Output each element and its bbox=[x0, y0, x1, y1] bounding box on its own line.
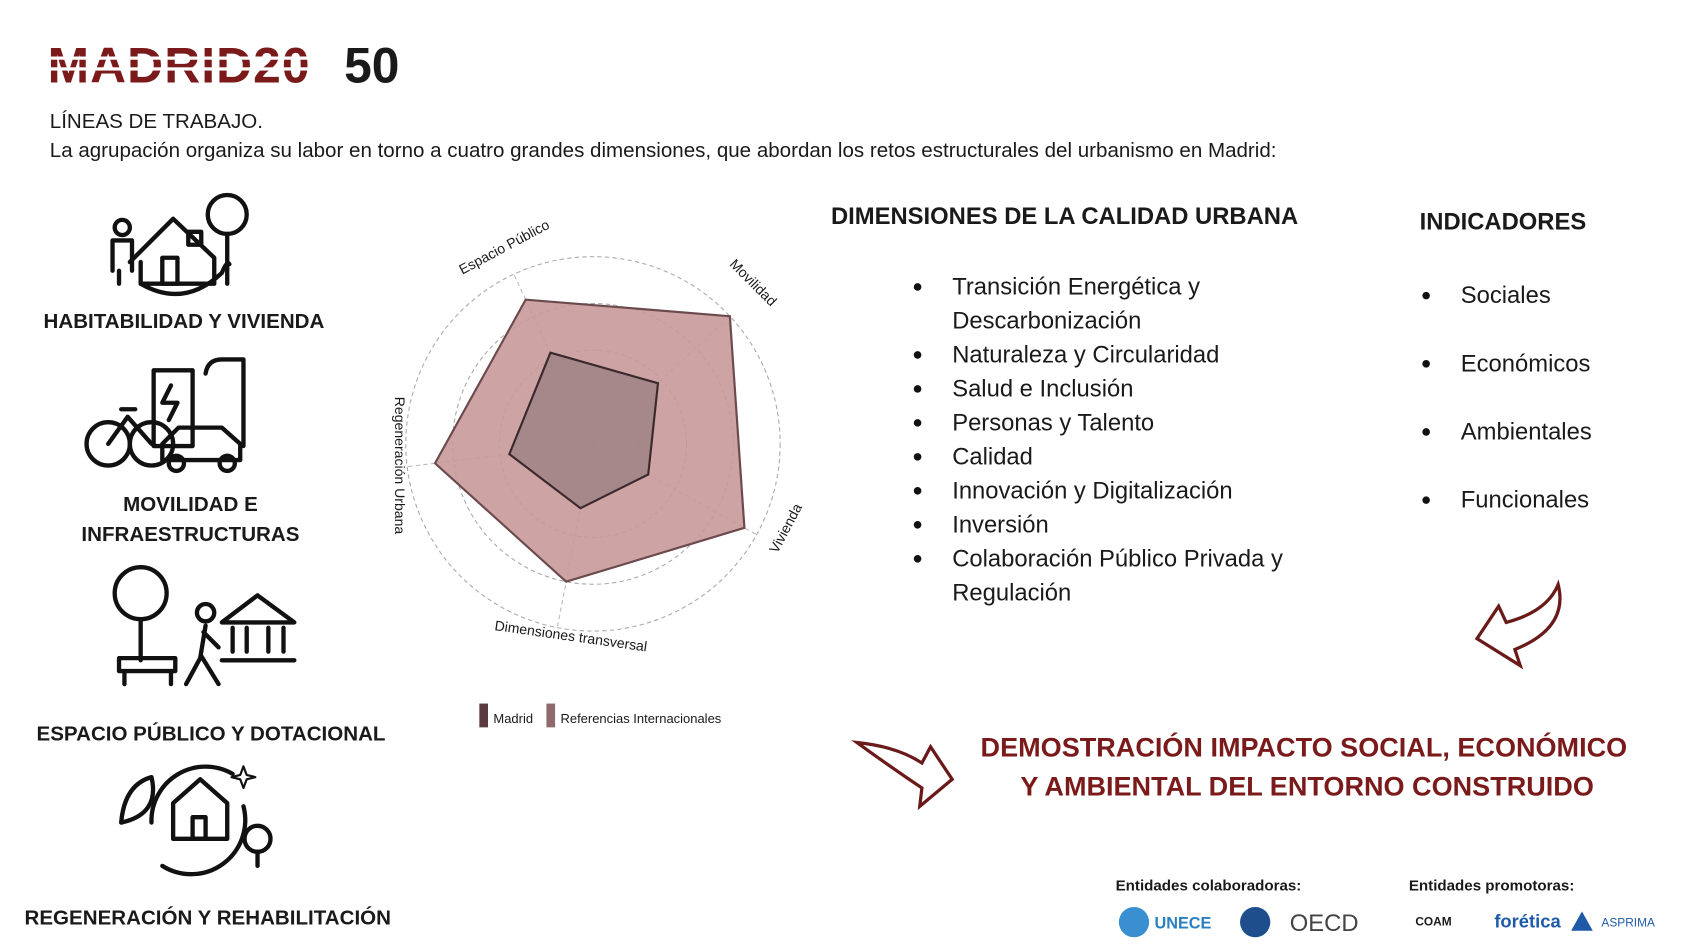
bullet bbox=[1422, 360, 1430, 368]
icon-public-space bbox=[112, 565, 297, 687]
dimension-item: Calidad bbox=[952, 443, 1033, 470]
bullet bbox=[913, 487, 922, 495]
grid-ring bbox=[405, 256, 781, 632]
bullet bbox=[913, 521, 922, 529]
dimension-item: Colaboración Público Privada y bbox=[952, 545, 1283, 572]
logo-stripe bbox=[43, 56, 347, 60]
arrow bbox=[1474, 579, 1562, 670]
bullet bbox=[1422, 496, 1430, 504]
radar-chart: Espacio Público Movilidad Vivienda Dimensio… bbox=[392, 216, 805, 654]
conclusion: DEMOSTRACIÓN IMPACTO SOCIAL, ECONÓMICO bbox=[981, 732, 1628, 763]
legend-swatch bbox=[546, 703, 556, 728]
dimension-item: Descarbonización bbox=[952, 308, 1141, 335]
bullet bbox=[913, 554, 922, 563]
dimension-item: Naturaleza y Circularidad bbox=[952, 341, 1219, 368]
partner: COAM bbox=[1415, 914, 1451, 928]
radar-area bbox=[508, 351, 660, 510]
indicators-title: INDICADORES bbox=[1420, 209, 1587, 236]
line-of-work: REGENERACIÓN Y REHABILITACIÓN bbox=[25, 905, 391, 929]
line-of-work: MOVILIDAD E bbox=[123, 493, 258, 516]
indicator-item: Funcionales bbox=[1461, 487, 1589, 514]
arrow bbox=[851, 740, 955, 811]
line-of-work: ESPACIO PÚBLICO Y DOTACIONAL bbox=[37, 721, 386, 745]
logo: 50 bbox=[344, 37, 399, 93]
partner: ASPRIMA bbox=[1601, 915, 1655, 929]
bullet bbox=[913, 351, 922, 359]
conclusion: Y AMBIENTAL DEL ENTORNO CONSTRUIDO bbox=[1020, 772, 1594, 802]
dimensions-title: DIMENSIONES DE LA CALIDAD URBANA bbox=[831, 203, 1298, 230]
dimension-item: Innovación y Digitalización bbox=[952, 477, 1232, 504]
partners-title: Entidades colaboradoras: bbox=[1116, 878, 1302, 895]
oecd-logo bbox=[1240, 906, 1271, 938]
bullet bbox=[1422, 428, 1430, 436]
partner: UNECE bbox=[1155, 915, 1212, 933]
logo: MADRID20 bbox=[48, 37, 311, 93]
icon-housing bbox=[110, 192, 249, 297]
partner: forética bbox=[1494, 911, 1561, 932]
indicator-item: Económicos bbox=[1461, 350, 1591, 377]
indicator-item: Ambientales bbox=[1461, 419, 1592, 446]
bullet bbox=[1422, 291, 1430, 300]
dimension-item: Inversión bbox=[952, 511, 1049, 538]
intro: La agrupación organiza su labor en torno… bbox=[50, 139, 1277, 162]
axis-label: Espacio Público bbox=[456, 216, 552, 277]
axis-label: Regeneración Urbana bbox=[392, 397, 408, 535]
bullet bbox=[913, 453, 922, 461]
dimension-item: Transición Energética y bbox=[952, 274, 1200, 301]
line-of-work: HABITABILIDAD Y VIVIENDA bbox=[44, 310, 325, 333]
axis-label: Dimensiones transversal bbox=[494, 617, 649, 654]
legend-label: Madrid bbox=[493, 711, 533, 726]
partners-title: Entidades promotoras: bbox=[1409, 878, 1575, 895]
legend-swatch bbox=[479, 703, 489, 728]
unece-logo bbox=[1118, 906, 1150, 938]
partner: OECD bbox=[1290, 910, 1359, 937]
dimension-item: Regulación bbox=[952, 579, 1071, 606]
heading: LÍNEAS DE TRABAJO. bbox=[50, 110, 263, 133]
icon-mobility bbox=[84, 357, 246, 474]
legend-label: Referencias Internacionales bbox=[561, 711, 722, 726]
line-of-work: INFRAESTRUCTURAS bbox=[81, 523, 299, 546]
dimension-item: Personas y Talento bbox=[952, 409, 1154, 436]
icon-regeneration bbox=[119, 764, 273, 877]
logo-stripe bbox=[43, 67, 347, 71]
indicator-item: Sociales bbox=[1461, 282, 1551, 309]
bullet bbox=[913, 283, 922, 291]
dimension-item: Salud e Inclusión bbox=[952, 375, 1133, 402]
bullet bbox=[913, 385, 922, 393]
asprima-logo bbox=[1571, 911, 1593, 931]
bullet bbox=[913, 419, 922, 427]
axis-label: Vivienda bbox=[766, 500, 805, 555]
axis-label: Movilidad bbox=[727, 256, 780, 309]
